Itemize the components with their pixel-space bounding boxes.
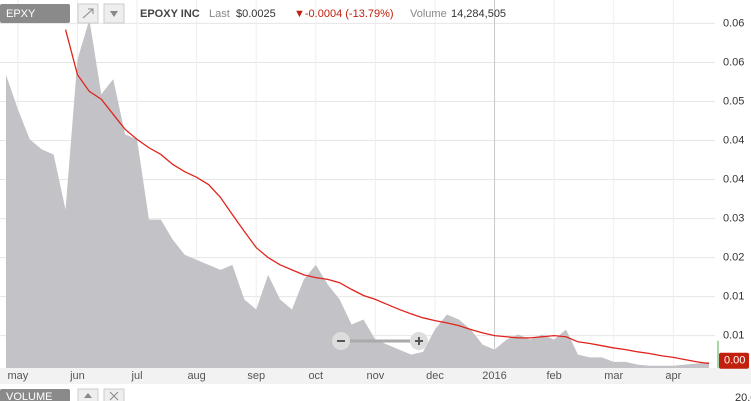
x-tick-label: jun [69, 370, 85, 382]
x-tick-label: aug [187, 370, 205, 382]
y-tick-label: 0.04 [723, 173, 744, 185]
y-tick-label: 0.05 [723, 95, 744, 107]
volume-close[interactable] [103, 388, 125, 401]
symbol: EPXY [6, 8, 36, 20]
zoom-controls [332, 332, 428, 350]
x-tick-label: may [7, 370, 28, 382]
x-tick-label: dec [426, 370, 444, 382]
y-tick-label: 0.01 [723, 330, 744, 342]
y-tick-label: 0.02 [723, 252, 744, 264]
series-group [5, 19, 710, 368]
x-tick-label: 2016 [482, 370, 506, 382]
x-axis-band [0, 368, 751, 384]
x-tick-label: oct [308, 370, 323, 382]
x-tick-label: apr [665, 370, 681, 382]
y-tick-label: 0.06 [723, 56, 744, 68]
last-value-box [719, 352, 749, 369]
volume-title: VOLUME [6, 391, 52, 401]
x-tick-label: mar [604, 370, 623, 382]
y-tick-label: 0.04 [723, 134, 744, 146]
volume-label: Volume [410, 8, 447, 20]
header: EPXY EPOXY INC Last $0.0025 ▼-0.0004 (-1… [0, 3, 506, 24]
volume-background [0, 388, 751, 401]
plot: 0.01 0.01 0.02 0.03 0.04 0.04 0.05 0.06 0.06 may j… [0, 0, 751, 384]
zoom-in-icon [415, 337, 423, 345]
last-value-label: 0.00 [724, 355, 745, 367]
price-area [5, 19, 710, 368]
company-name: EPOXY INC [140, 8, 200, 20]
volume-panel: VOLUME 20.0m [0, 388, 751, 401]
moving-average-line [64, 29, 710, 365]
y-tick-label: 0.03 [723, 212, 744, 224]
x-tick-label: feb [546, 370, 561, 382]
last-label: Last [209, 8, 230, 20]
volume-tick: 20.0m [735, 392, 751, 401]
expand-icon [82, 8, 94, 19]
y-tick-label: 0.01 [723, 291, 744, 303]
change: ▼-0.0004 (-13.79%) [294, 8, 394, 20]
x-tick-label: nov [367, 370, 385, 382]
x-tick-label: jul [131, 370, 143, 382]
volume-title-box [0, 389, 70, 401]
volume-close-icon [109, 391, 119, 401]
download-icon [110, 11, 118, 17]
y-tick-label: 0.06 [723, 17, 744, 29]
last-price: $0.0025 [236, 8, 276, 20]
symbol-box[interactable] [0, 4, 70, 23]
volume-value: 14,284,505 [451, 8, 506, 20]
volume-up-icon [84, 393, 92, 398]
x-tick-label: sep [247, 370, 265, 382]
